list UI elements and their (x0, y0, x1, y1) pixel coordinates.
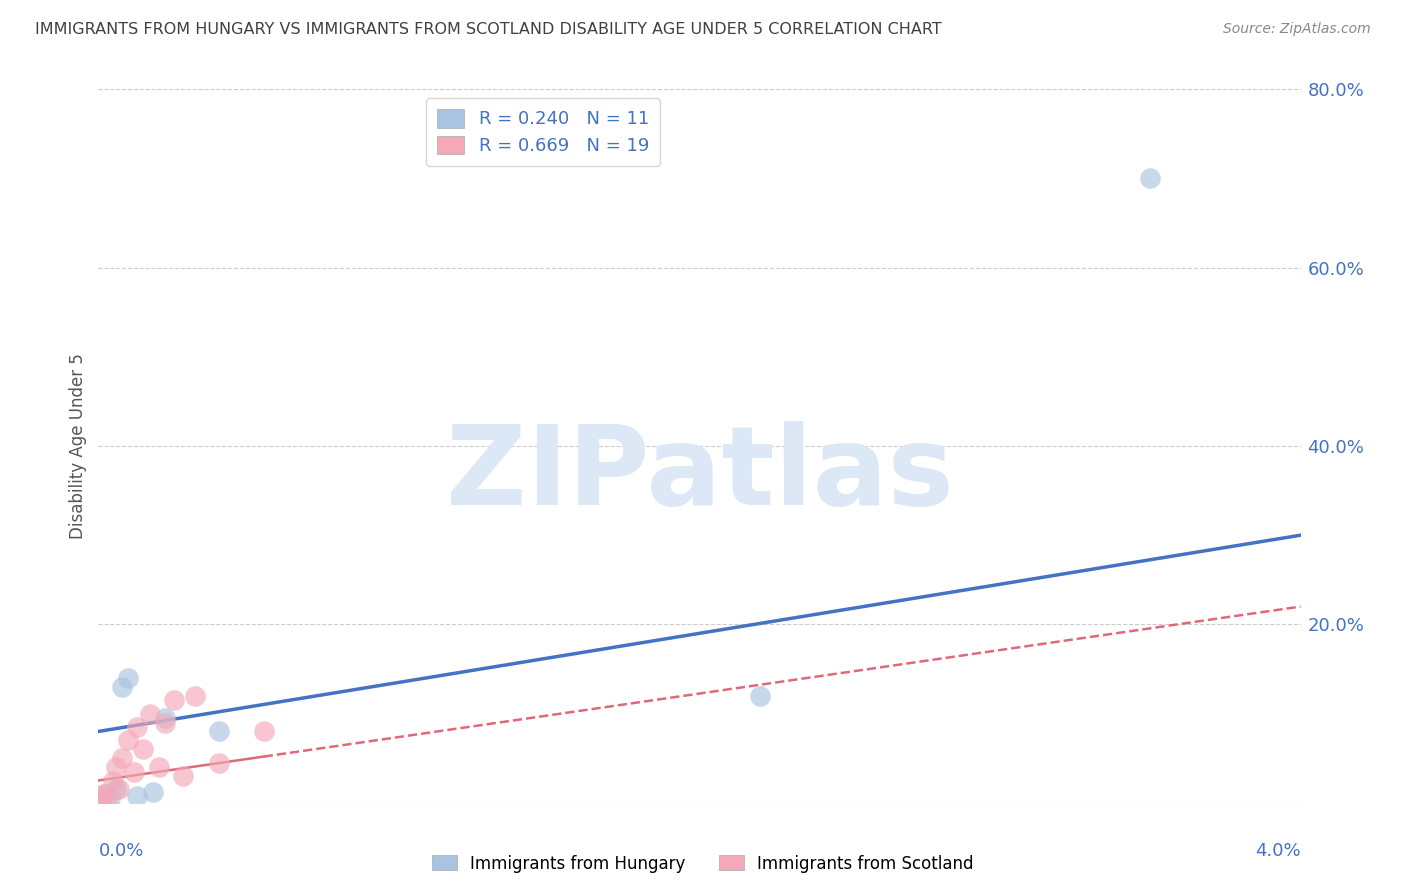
Point (100, 791, 122, 805)
Point (172, 769, 194, 783)
Point (127, 720, 149, 734)
Legend: Immigrants from Hungary, Immigrants from Scotland: Immigrants from Hungary, Immigrants from… (426, 848, 980, 880)
Point (153, 711, 176, 725)
Text: IMMIGRANTS FROM HUNGARY VS IMMIGRANTS FROM SCOTLAND DISABILITY AGE UNDER 5 CORRE: IMMIGRANTS FROM HUNGARY VS IMMIGRANTS FR… (35, 22, 942, 37)
Point (1139, 171, 1161, 186)
Point (141, 785, 163, 799)
Text: ZIPatlas: ZIPatlas (446, 421, 953, 528)
Point (105, 760, 128, 774)
Point (93, 787, 115, 801)
Y-axis label: Disability Age Under 5: Disability Age Under 5 (69, 353, 87, 539)
Point (748, 689, 770, 703)
Point (132, 742, 155, 756)
Point (183, 689, 205, 703)
Point (162, 693, 184, 707)
Point (148, 760, 170, 774)
Point (208, 756, 231, 770)
Point (90, 791, 112, 805)
Legend: R = 0.240   N = 11, R = 0.669   N = 19: R = 0.240 N = 11, R = 0.669 N = 19 (426, 98, 659, 166)
Point (153, 715, 176, 730)
Point (117, 733, 139, 747)
Point (103, 773, 125, 788)
Point (111, 680, 134, 694)
Point (96, 793, 118, 807)
Point (208, 724, 231, 739)
Point (124, 764, 146, 779)
Point (105, 782, 128, 797)
Point (108, 782, 131, 797)
Text: 0.0%: 0.0% (98, 842, 143, 860)
Text: Source: ZipAtlas.com: Source: ZipAtlas.com (1223, 22, 1371, 37)
Point (93, 787, 115, 801)
Point (127, 789, 149, 803)
Point (253, 724, 276, 739)
Point (138, 706, 160, 721)
Point (117, 671, 139, 685)
Point (111, 751, 134, 765)
Text: 4.0%: 4.0% (1256, 842, 1301, 860)
